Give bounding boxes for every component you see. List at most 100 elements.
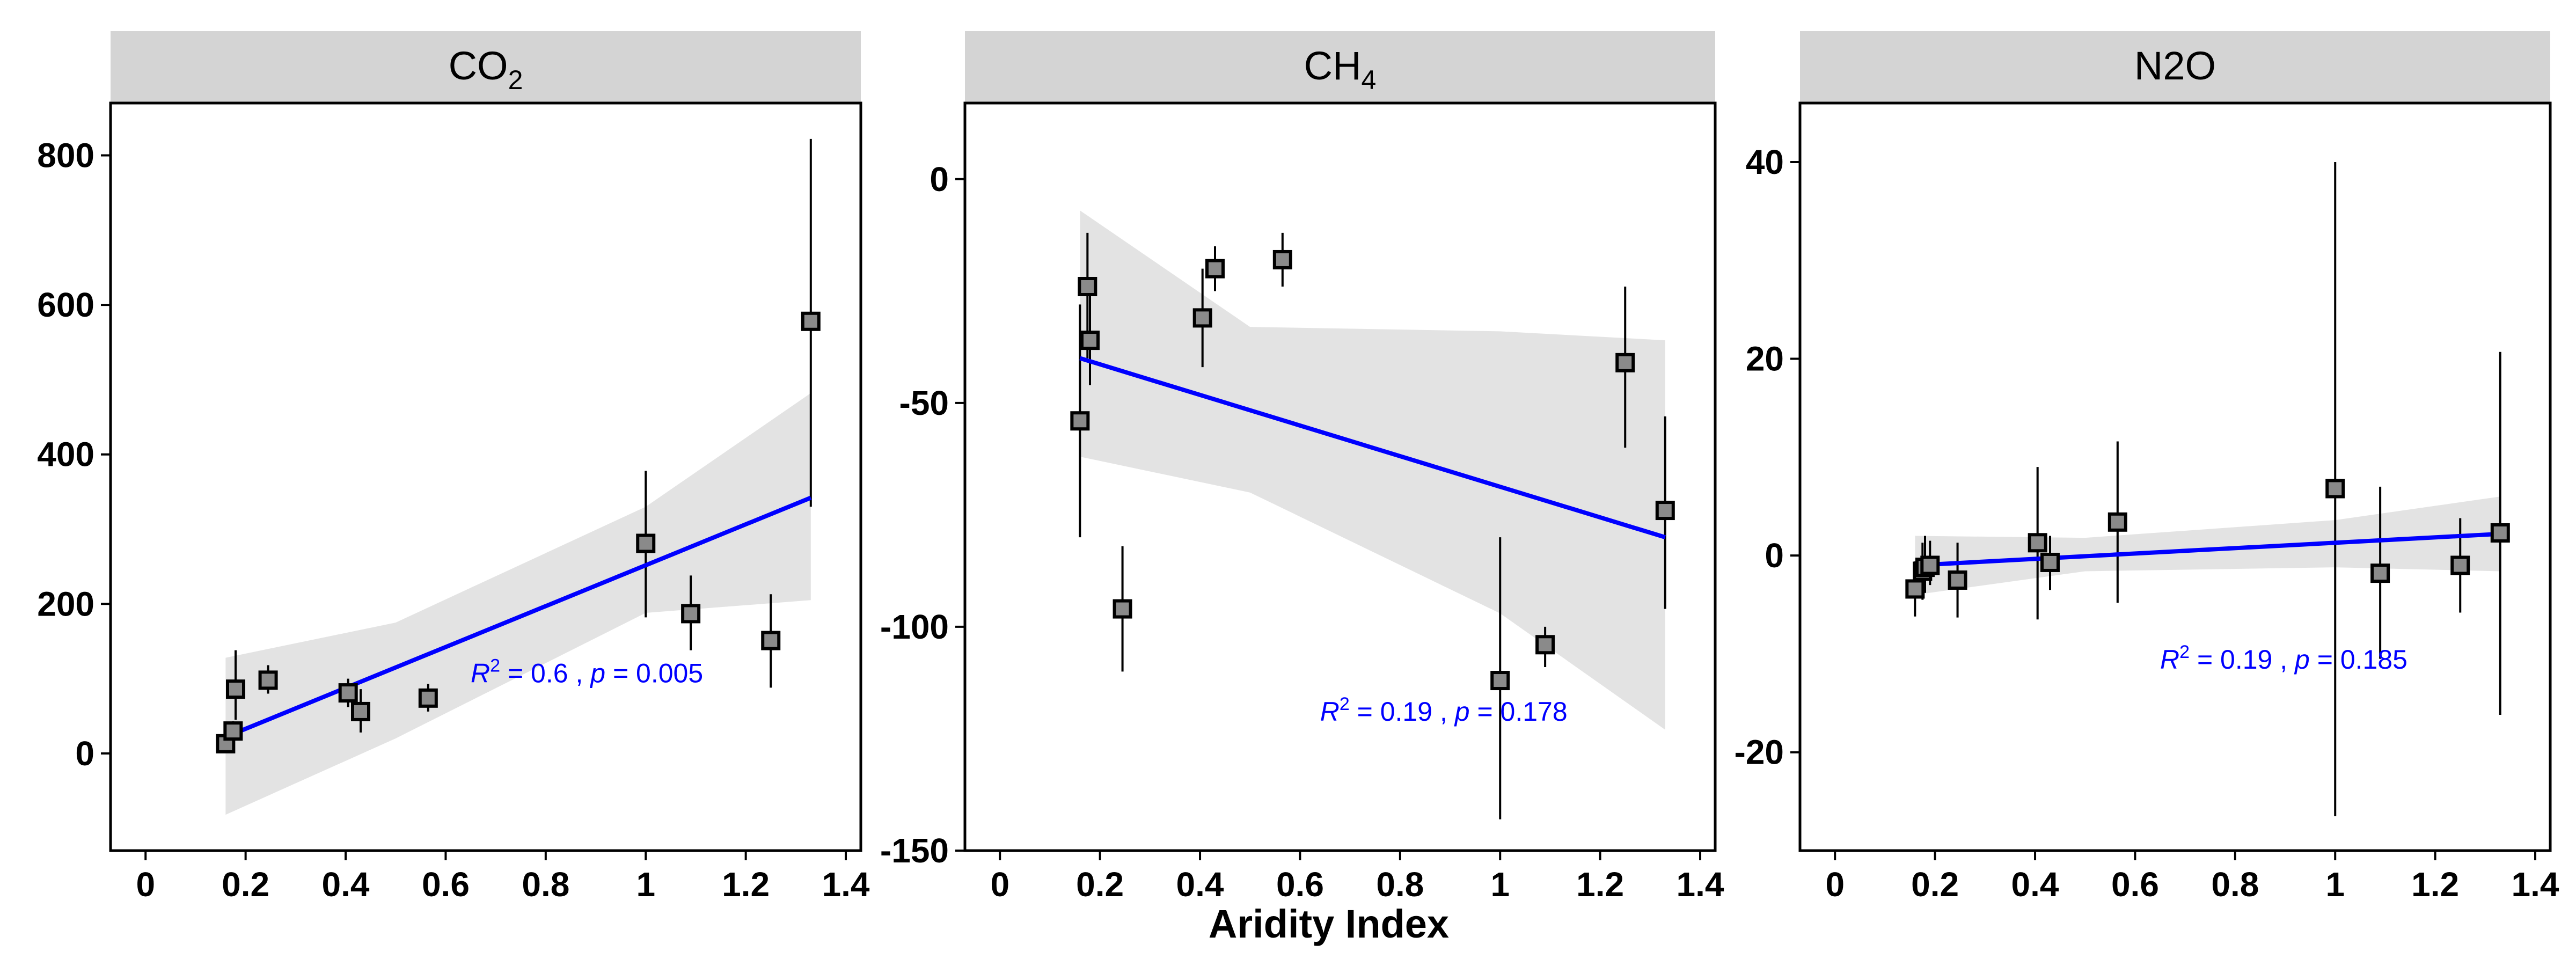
data-point — [351, 701, 370, 721]
data-point — [2040, 552, 2060, 572]
data-point — [2107, 512, 2127, 532]
data-point — [1070, 411, 1090, 431]
y-tick-label: -150 — [880, 831, 949, 870]
annotation-p-value: = 0.178 — [1470, 697, 1568, 727]
data-point — [223, 721, 243, 741]
facet-title-main: CO — [449, 43, 508, 88]
data-point — [338, 683, 358, 703]
data-point — [1490, 671, 1510, 691]
data-point — [226, 679, 245, 699]
data-point — [1272, 250, 1292, 269]
confidence-band — [225, 393, 811, 815]
data-point — [1948, 570, 1967, 590]
y-tick-label: -20 — [1735, 733, 1784, 772]
x-tick-label: 0.8 — [1376, 865, 1424, 904]
annotation-p: p — [2294, 645, 2310, 675]
annotation-r2-value: = 0.19 , — [2190, 645, 2295, 675]
annotation-r: R — [1320, 697, 1340, 727]
facet-title-subscript: 4 — [1362, 65, 1377, 95]
data-point — [2028, 533, 2047, 553]
facet-strip — [111, 31, 861, 103]
annotation-p-value: = 0.185 — [2310, 645, 2407, 675]
y-tick-label: 800 — [37, 136, 94, 175]
x-tick-label: 0 — [136, 865, 155, 904]
data-point — [2370, 564, 2390, 583]
data-point — [1080, 331, 1100, 350]
x-tick-label: 1.4 — [2512, 865, 2559, 904]
annotation-r-superscript: 2 — [490, 656, 500, 676]
annotation-r: R — [471, 658, 490, 689]
y-tick-label: -50 — [899, 384, 949, 422]
x-tick-label: 0.2 — [222, 865, 269, 904]
confidence-band — [1915, 496, 2500, 595]
facet-strip — [965, 31, 1715, 103]
facet-title-main: CH — [1304, 43, 1362, 88]
data-point — [1615, 353, 1635, 372]
x-tick-label: 1 — [1490, 865, 1510, 904]
data-point — [418, 688, 438, 708]
fit-annotation: R2 = 0.19 , p = 0.185 — [2160, 642, 2407, 675]
annotation-p-value: = 0.005 — [605, 658, 703, 689]
confidence-band — [1080, 210, 1665, 730]
data-point — [1535, 635, 1555, 655]
x-tick-label: 1.2 — [2411, 865, 2459, 904]
data-point — [2325, 479, 2345, 499]
x-tick-label: 1.2 — [1576, 865, 1624, 904]
fit-annotation: R2 = 0.19 , p = 0.178 — [1320, 694, 1568, 727]
data-point — [1205, 259, 1225, 279]
x-tick-label: 1.4 — [822, 865, 870, 904]
facet-strip-title: CO2 — [449, 43, 523, 95]
x-tick-label: 0.8 — [2211, 865, 2259, 904]
data-point — [2490, 523, 2510, 543]
x-tick-label: 0.8 — [522, 865, 569, 904]
y-tick-label: 20 — [1746, 340, 1784, 378]
data-point — [681, 604, 701, 624]
data-point — [761, 631, 781, 650]
annotation-r2-value: = 0.19 , — [1350, 697, 1455, 727]
facet-title-subscript: 2 — [508, 65, 523, 95]
x-tick-label: 0.2 — [1911, 865, 1959, 904]
annotation-p: p — [1454, 697, 1470, 727]
annotation-r2-value: = 0.6 , — [500, 658, 590, 689]
panel-3: N2O 0 0.2 0.4 0.6 0.8 1 1.2 1.4 40 20 0 -20 R2 = 0.19… — [1735, 31, 2559, 904]
x-tick-label: 0 — [1825, 865, 1845, 904]
facet-strip-title: CH4 — [1304, 43, 1377, 95]
x-tick-label: 0.4 — [2011, 865, 2059, 904]
x-tick-label: 0.6 — [1276, 865, 1324, 904]
y-tick-label: 0 — [75, 734, 94, 773]
annotation-p: p — [589, 658, 605, 689]
data-point — [1905, 579, 1925, 599]
annotation-r-superscript: 2 — [2179, 642, 2190, 662]
panel-border — [963, 101, 1717, 852]
data-point — [1192, 308, 1212, 328]
x-tick-label: 1.4 — [1677, 865, 1724, 904]
fit-annotation: R2 = 0.6 , p = 0.005 — [471, 656, 703, 689]
data-point — [1920, 555, 1940, 575]
data-point — [1655, 501, 1675, 521]
data-point — [1113, 599, 1132, 619]
data-point — [801, 311, 821, 331]
panel-2: CH4 0 0.2 0.4 0.6 0.8 1 1.2 1.4 0 -50 -100 -150 R2 = … — [880, 31, 1724, 904]
y-tick-label: 0 — [930, 160, 949, 199]
y-tick-label: 40 — [1746, 143, 1784, 181]
annotation-r-superscript: 2 — [1340, 694, 1350, 714]
facet-strip — [1800, 31, 2550, 103]
data-point — [1078, 276, 1097, 296]
y-tick-label: 400 — [37, 435, 94, 474]
data-point — [2450, 555, 2470, 575]
x-tick-label: 1 — [636, 865, 655, 904]
regression-line — [224, 495, 812, 739]
x-axis-title: Aridity Index — [1209, 902, 1449, 946]
x-tick-label: 0.6 — [422, 865, 470, 904]
x-tick-label: 1.2 — [722, 865, 770, 904]
y-tick-label: 600 — [37, 286, 94, 324]
panel-border — [1798, 101, 2552, 852]
annotation-r: R — [2160, 645, 2179, 675]
data-point — [636, 533, 656, 553]
data-point — [258, 670, 278, 690]
y-tick-label: 200 — [37, 584, 94, 623]
x-tick-label: 0.6 — [2111, 865, 2159, 904]
x-tick-label: 0.4 — [322, 865, 370, 904]
